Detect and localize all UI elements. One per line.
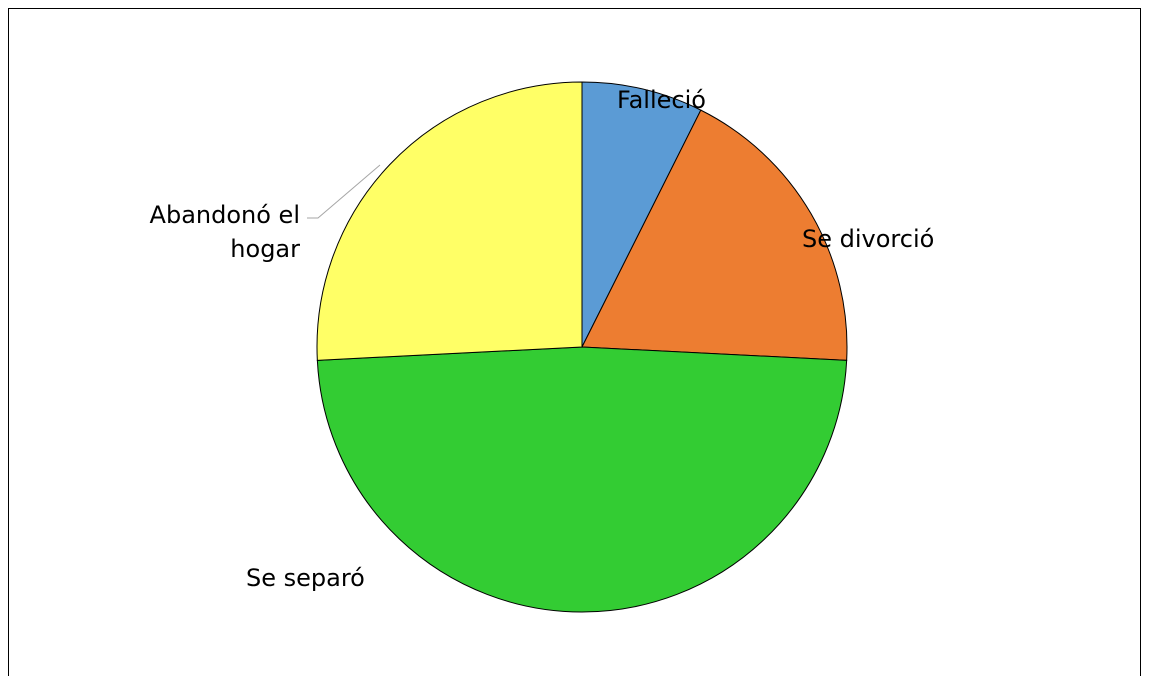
pie-slice: [316, 81, 583, 361]
slice-label: Se divorció: [802, 225, 935, 253]
chart-frame: [8, 8, 1141, 676]
slice-label: Se separó: [246, 564, 365, 592]
pie-slice: [581, 109, 848, 361]
slice-label: Falleció: [617, 86, 706, 114]
slice-label: Abandonó el hogar: [149, 201, 300, 263]
pie-slice: [316, 346, 848, 613]
leader-line: [307, 164, 381, 219]
pie-slice: [581, 81, 702, 348]
